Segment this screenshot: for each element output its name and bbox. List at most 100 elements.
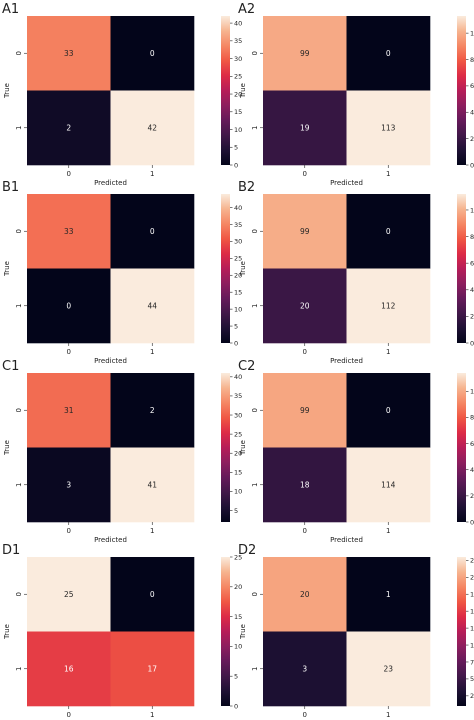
cell-value-label: 0 <box>150 590 155 599</box>
heatmap-cell <box>346 90 431 166</box>
cell-value-label: 112 <box>381 301 396 310</box>
y-tick-label: 0 <box>15 408 23 412</box>
colorbar-tick-label: 7.5 <box>470 658 474 666</box>
x-tick-label: 1 <box>386 527 390 535</box>
heatmap-cell <box>110 16 195 91</box>
heatmap-cell <box>346 631 431 707</box>
heatmap-cell <box>263 557 347 632</box>
colorbar-tick-label: 0 <box>470 161 474 169</box>
x-tick-label: 1 <box>150 348 154 356</box>
x-tick-label: 1 <box>386 711 390 719</box>
colorbar-tick-label: 35 <box>234 392 242 400</box>
colorbar-tick-label: 20 <box>234 272 242 280</box>
colorbar-tick-label: 25 <box>234 255 242 263</box>
colorbar-tick-label: 5 <box>234 673 238 681</box>
y-tick-label: 1 <box>251 126 259 130</box>
x-tick-label: 0 <box>303 170 307 178</box>
y-tick-label: 1 <box>15 483 23 487</box>
x-tick-label: 1 <box>386 170 390 178</box>
heatmap-cell <box>263 90 347 166</box>
colorbar-tick-label: 12.5 <box>470 624 474 632</box>
cell-value-label: 42 <box>147 123 157 132</box>
cell-value-label: 3 <box>302 664 307 673</box>
panel-a2: A2 99 0 19 113 0 1 0 1 Predicted True 0 20 40 60 80 100 <box>238 2 474 187</box>
y-tick-label: 0 <box>15 51 23 55</box>
colorbar-tick-label: 100 <box>470 29 474 37</box>
cell-value-label: 23 <box>383 664 393 673</box>
y-tick-label: 0 <box>251 229 259 233</box>
heatmap-cell <box>110 557 195 632</box>
colorbar-tick-label: 100 <box>470 388 474 396</box>
heatmap-cell <box>346 373 431 448</box>
colorbar <box>457 557 466 706</box>
colorbar-tick-label: 5 <box>234 144 238 152</box>
x-tick-label: 1 <box>386 348 390 356</box>
cell-value-label: 25 <box>64 590 74 599</box>
y-axis-title: True <box>3 261 11 277</box>
cell-value-label: 2 <box>66 123 71 132</box>
panel-d2: D22013230101PredictedTrue2.55.07.510.012… <box>238 543 474 719</box>
y-tick-label: 1 <box>15 304 23 308</box>
panel-c2: C2 99 0 18 114 0 1 0 1 Predicted True 0 20 40 60 80 100 <box>238 359 474 544</box>
colorbar-tick-label: 10.0 <box>470 641 474 649</box>
heatmap-cell <box>346 16 431 91</box>
colorbar-tick-label: 15 <box>234 613 242 621</box>
colorbar-tick-label: 20 <box>470 135 474 143</box>
colorbar-tick-label: 40 <box>470 466 474 474</box>
panel-label: B1 <box>2 180 19 195</box>
cell-value-label: 0 <box>386 49 391 58</box>
colorbar-tick-label: 35 <box>234 221 242 229</box>
x-axis-title: Predicted <box>330 357 363 365</box>
heatmap-cell <box>263 194 347 269</box>
heatmap-cell <box>27 90 111 166</box>
cell-value-label: 3 <box>66 480 71 489</box>
panel-d1: D125016170101PredictedTrue0510152025 <box>2 543 242 719</box>
heatmap-cell <box>346 268 431 344</box>
colorbar-tick-label: 0 <box>470 339 474 347</box>
heatmap-cell <box>110 194 195 269</box>
panel-label: C1 <box>2 359 19 374</box>
colorbar-tick-label: 25 <box>234 73 242 81</box>
colorbar <box>221 557 230 706</box>
cell-value-label: 114 <box>381 480 396 489</box>
x-tick-label: 0 <box>303 711 307 719</box>
colorbar <box>457 194 466 343</box>
x-tick-label: 1 <box>150 170 154 178</box>
y-axis-title: True <box>239 440 247 456</box>
x-tick-label: 1 <box>150 711 154 719</box>
y-tick-label: 0 <box>251 592 259 596</box>
cell-value-label: 0 <box>386 227 391 236</box>
cell-value-label: 20 <box>300 590 310 599</box>
x-tick-label: 0 <box>303 348 307 356</box>
cell-value-label: 0 <box>386 406 391 415</box>
heatmap-cell <box>27 373 111 448</box>
colorbar-tick-label: 5 <box>234 507 238 515</box>
panel-label: A2 <box>238 2 255 17</box>
panel-label: C2 <box>238 359 255 374</box>
colorbar-tick-label: 30 <box>234 411 242 419</box>
y-tick-label: 0 <box>251 408 259 412</box>
cell-value-label: 18 <box>300 480 310 489</box>
colorbar-tick-label: 30 <box>234 238 242 246</box>
colorbar-tick-label: 40 <box>234 19 242 27</box>
y-tick-label: 1 <box>251 483 259 487</box>
colorbar-tick-label: 20 <box>470 492 474 500</box>
cell-value-label: 2 <box>150 406 155 415</box>
colorbar-tick-label: 0 <box>470 518 474 526</box>
heatmap-cell <box>110 373 195 448</box>
colorbar <box>457 16 466 165</box>
heatmap-cell <box>263 373 347 448</box>
heatmap-cell <box>27 16 111 91</box>
cell-value-label: 44 <box>147 301 157 310</box>
colorbar-tick-label: 30 <box>234 55 242 63</box>
colorbar-tick-label: 0 <box>234 702 238 710</box>
colorbar-tick-label: 60 <box>470 259 474 267</box>
x-tick-label: 0 <box>67 527 71 535</box>
cell-value-label: 99 <box>300 227 310 236</box>
colorbar-tick-label: 5.0 <box>470 675 474 683</box>
colorbar-tick-label: 40 <box>234 204 242 212</box>
colorbar-tick-label: 10 <box>234 488 242 496</box>
heatmap-cell <box>263 631 347 707</box>
